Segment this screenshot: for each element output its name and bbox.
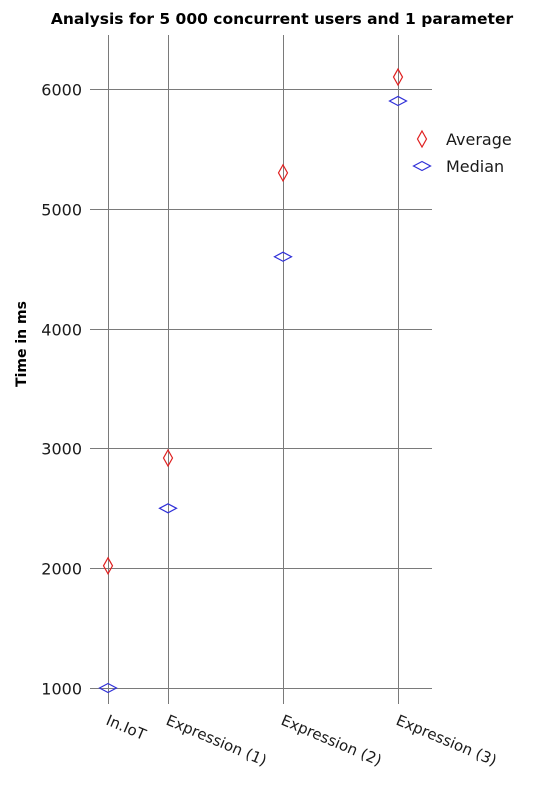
x-tick-label: In.IoT bbox=[103, 711, 149, 744]
y-tick-label: 3000 bbox=[41, 440, 82, 459]
legend-label-median: Median bbox=[446, 157, 504, 176]
x-tick-label: Expression (1) bbox=[163, 711, 269, 770]
y-tick-label: 1000 bbox=[41, 680, 82, 699]
data-point-median bbox=[98, 682, 118, 694]
data-markers bbox=[98, 67, 408, 694]
y-tick-label: 5000 bbox=[41, 201, 82, 220]
data-point-median bbox=[158, 503, 178, 514]
x-tick-label: Expression (3) bbox=[393, 711, 499, 770]
y-tick-label: 6000 bbox=[41, 81, 82, 100]
legend-marker-average bbox=[416, 129, 428, 149]
data-point-average bbox=[392, 67, 404, 87]
y-tick-label: 4000 bbox=[41, 321, 82, 340]
x-axis-ticks: In.IoT Expression (1) Expression (2) Expres… bbox=[103, 711, 499, 770]
legend-label-average: Average bbox=[446, 130, 512, 149]
data-point-median bbox=[388, 95, 408, 107]
x-tick-label: Expression (2) bbox=[278, 711, 384, 770]
y-tick-label: 2000 bbox=[41, 560, 82, 579]
data-point-average bbox=[162, 448, 174, 468]
grid bbox=[90, 35, 432, 704]
data-point-average bbox=[277, 163, 289, 183]
chart-title: Analysis for 5 000 concurrent users and … bbox=[51, 10, 514, 28]
data-point-median bbox=[273, 251, 293, 262]
legend: Average Median bbox=[412, 129, 512, 176]
legend-marker-median bbox=[412, 160, 432, 172]
y-axis-label: Time in ms bbox=[14, 301, 30, 387]
data-point-average bbox=[102, 556, 114, 576]
y-axis-ticks: 1000 2000 3000 4000 5000 6000 bbox=[41, 81, 82, 699]
